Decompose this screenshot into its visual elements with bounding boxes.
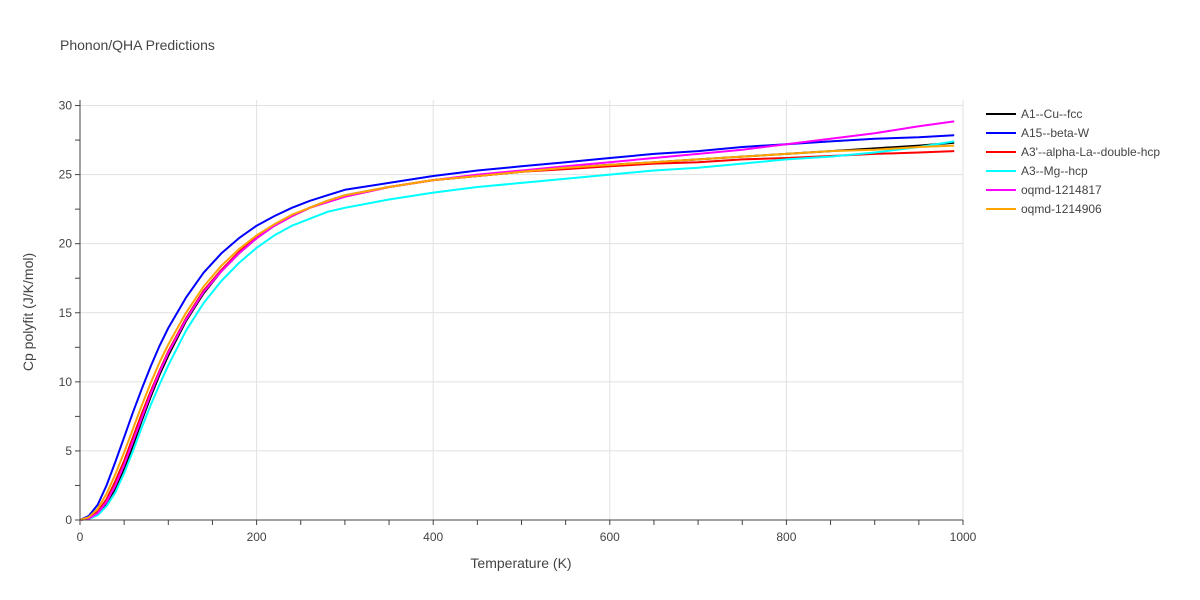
series-line-A1--Cu--fcc — [79, 141, 955, 521]
y-tick-label: 0 — [65, 513, 72, 527]
x-tick-label: 200 — [247, 530, 267, 544]
y-tick-label: 10 — [59, 375, 73, 389]
legend-label: A1--Cu--fcc — [1021, 107, 1082, 121]
chart-title: Phonon/QHA Predictions — [60, 37, 215, 53]
grid — [80, 100, 964, 520]
legend: A1--Cu--fcc A15--beta-W A3'--alpha-La--dou… — [986, 107, 1160, 216]
plot-area — [79, 120, 955, 521]
y-tick-label: 30 — [59, 99, 73, 113]
y-tick-label: 25 — [59, 168, 73, 182]
axes — [79, 100, 963, 521]
x-tick-label: 400 — [423, 530, 443, 544]
y-tick-label: 20 — [59, 237, 73, 251]
x-tick-label: 0 — [77, 530, 84, 544]
y-tick-label: 5 — [65, 444, 72, 458]
axis-ticks: 0 200 400 600 800 1000 0 5 10 15 20 25 30 — [59, 99, 977, 544]
legend-label: oqmd-1214906 — [1021, 202, 1102, 216]
legend-label: A15--beta-W — [1021, 126, 1090, 140]
series-line-oqmd-1214906 — [79, 144, 955, 521]
series-line-oqmd-1214817 — [79, 120, 955, 521]
legend-label: A3--Mg--hcp — [1021, 164, 1088, 178]
series-line-A3'--alpha-La--double-hcp — [79, 150, 955, 521]
x-tick-label: 600 — [600, 530, 620, 544]
x-axis-title: Temperature (K) — [470, 555, 571, 571]
legend-label: A3'--alpha-La--double-hcp — [1021, 145, 1160, 159]
y-axis-title: Cp polyfit (J/K/mol) — [20, 253, 36, 371]
y-tick-label: 15 — [59, 306, 73, 320]
series-line-A15--beta-W — [79, 134, 955, 521]
legend-label: oqmd-1214817 — [1021, 183, 1102, 197]
x-tick-label: 1000 — [950, 530, 977, 544]
series-line-A3--Mg--hcp — [79, 140, 955, 521]
x-tick-label: 800 — [776, 530, 796, 544]
